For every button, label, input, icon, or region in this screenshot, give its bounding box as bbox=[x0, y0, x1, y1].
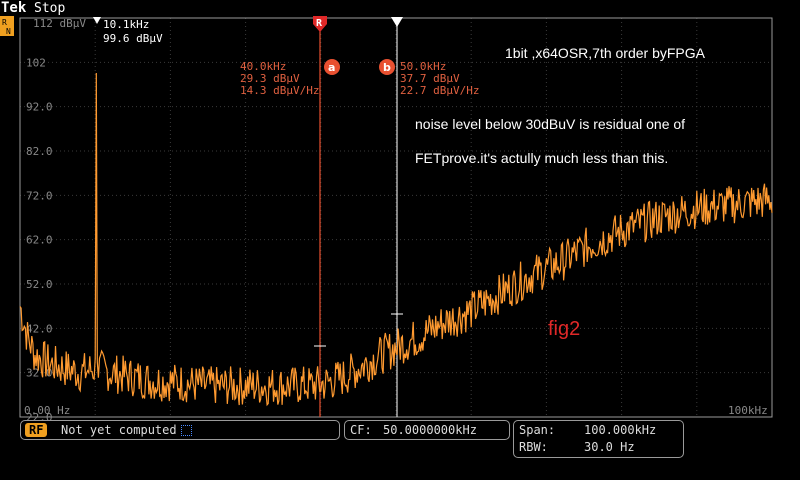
dotted-box-icon bbox=[181, 425, 192, 436]
rf-side-tab[interactable] bbox=[0, 16, 14, 36]
y-axis-unit-label: 112 dBµV bbox=[33, 17, 86, 30]
noise-note-line2: FETprove.it's actully much less than thi… bbox=[415, 150, 668, 166]
marker-a-density: 14.3 dBµV/Hz bbox=[240, 84, 319, 97]
y-tick-label: 52.0 bbox=[26, 278, 53, 291]
rf-side-tab-r: R bbox=[2, 18, 7, 27]
span-label: Span: bbox=[519, 423, 556, 437]
marker-b-badge-label: b bbox=[383, 61, 391, 74]
x-axis-start-label: 0.00 Hz bbox=[24, 404, 70, 417]
marker-b-freq: 50.0kHz bbox=[400, 60, 446, 73]
marker-a-badge-icon bbox=[324, 59, 340, 75]
y-tick-label: 62.0 bbox=[26, 234, 53, 247]
tek-logo: Tek bbox=[1, 0, 27, 16]
span-rbw-box[interactable]: Span: 100.000kHz RBW: 30.0 Hz bbox=[513, 420, 684, 458]
marker-b-badge-icon bbox=[379, 59, 395, 75]
peak-readout-freq: 10.1kHz bbox=[103, 18, 149, 31]
cf-value: 50.0000000kHz bbox=[383, 423, 477, 437]
tek-logo-bg bbox=[0, 0, 34, 14]
rf-side-tab-n: N bbox=[6, 27, 11, 36]
rbw-value: 30.0 Hz bbox=[584, 440, 635, 454]
x-axis-end-label: 100kHz bbox=[728, 404, 768, 417]
graticule-grid bbox=[20, 18, 772, 418]
marker-a-freq: 40.0kHz bbox=[240, 60, 286, 73]
cf-label: CF: bbox=[350, 423, 372, 437]
marker-b-level: 37.7 dBµV bbox=[400, 72, 460, 85]
rf-tag: RF bbox=[25, 423, 48, 437]
rf-status-box[interactable]: RF Not yet computed bbox=[20, 420, 340, 440]
y-tick-label: 92.0 bbox=[26, 101, 53, 114]
spectrum-trace bbox=[19, 72, 773, 407]
center-frequency-box[interactable]: CF: 50.0000000kHz bbox=[344, 420, 510, 440]
y-tick-label: 42.0 bbox=[26, 322, 53, 335]
marker-a-level: 29.3 dBµV bbox=[240, 72, 300, 85]
acquisition-status[interactable]: Stop bbox=[34, 1, 65, 16]
peak-readout-level: 99.6 dBµV bbox=[103, 32, 163, 45]
figure-label: fig2 bbox=[548, 318, 580, 340]
peak-marker-triangle-icon bbox=[93, 17, 101, 24]
span-value: 100.000kHz bbox=[584, 423, 657, 437]
computed-status: Not yet computed bbox=[61, 423, 177, 437]
rbw-label: RBW: bbox=[519, 440, 548, 454]
y-tick-label: 72.0 bbox=[26, 189, 53, 202]
marker-b-density: 22.7 dBµV/Hz bbox=[400, 84, 479, 97]
noise-note-line1: noise level below 30dBuV is residual one… bbox=[415, 116, 685, 132]
y-tick-label: 102 bbox=[26, 56, 46, 69]
reference-marker-label: R bbox=[316, 18, 323, 29]
reference-marker-icon[interactable] bbox=[313, 16, 327, 32]
y-tick-label: 82.0 bbox=[26, 145, 53, 158]
marker-a-badge-label: a bbox=[328, 61, 335, 74]
marker-b-triangle-icon[interactable] bbox=[391, 17, 403, 27]
config-annotation: 1bit ,x64OSR,7th order byFPGA bbox=[505, 45, 706, 61]
